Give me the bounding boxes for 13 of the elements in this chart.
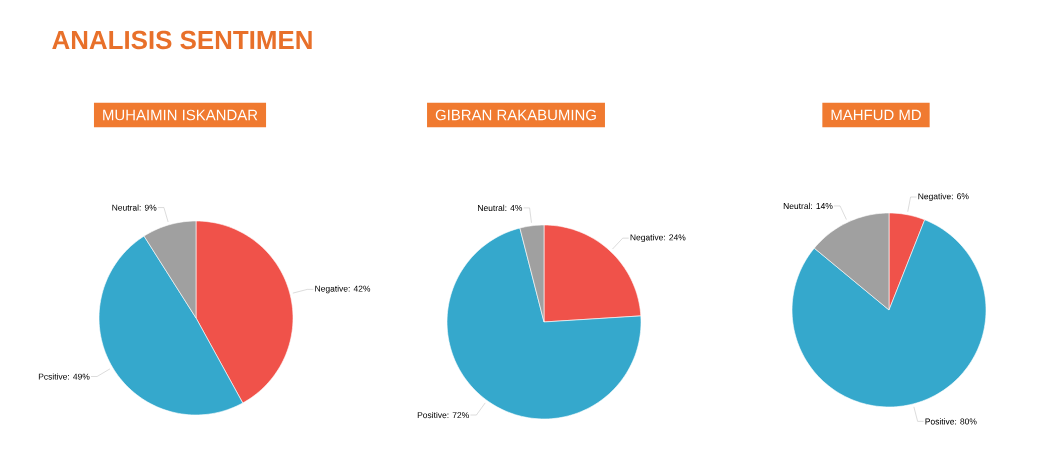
slice-label: Neutral: 9% xyxy=(112,204,157,211)
slice-label: Neutral: 14% xyxy=(783,202,833,210)
chart-subtitle: GIBRAN RAKABUMING xyxy=(435,109,596,121)
slice-label: Negative: 42% xyxy=(315,285,371,294)
slice-label: Positive: 80% xyxy=(925,418,977,425)
chart-subtitle: MUHAIMIN ISKANDAR xyxy=(103,109,258,121)
slice-label: Negative: 24% xyxy=(630,234,686,243)
chart-title: ANALISIS SENTIMEN xyxy=(52,30,312,50)
slice-label: Positive: 72% xyxy=(417,411,469,419)
slice-label: Negative: 6% xyxy=(918,193,969,201)
slice-label: Pcsitive: 49% xyxy=(38,373,90,380)
slice-label: Neutral: 4% xyxy=(478,204,523,211)
chart-subtitle: MAHFUD MD xyxy=(831,109,921,121)
